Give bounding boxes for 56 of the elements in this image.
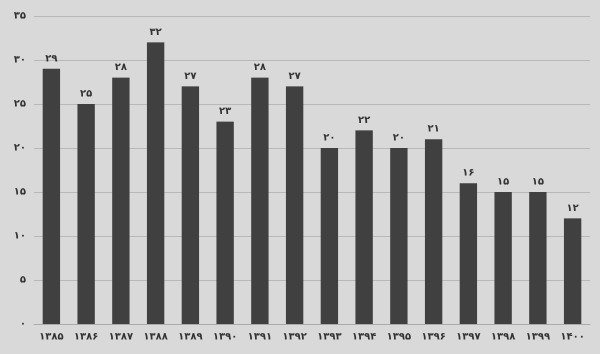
data-label: ۱۵	[532, 176, 544, 188]
bar	[460, 183, 478, 324]
x-tick-label: ۱۳۹۸	[490, 332, 516, 342]
data-label: ۲۸	[254, 62, 266, 74]
data-label: ۳۲	[150, 26, 162, 38]
x-tick-label: ۱۳۸۶	[74, 332, 98, 342]
data-label: ۲۷	[184, 70, 196, 82]
bar	[390, 148, 408, 324]
y-tick-label: ۲۰	[14, 142, 26, 154]
data-label: ۱۶	[462, 168, 474, 179]
x-tick-label: ۱۳۹۳	[317, 332, 342, 342]
data-label: ۲۵	[80, 88, 92, 100]
y-tick-label: ۲۵	[14, 98, 26, 110]
data-label: ۲۸	[114, 62, 127, 74]
bar	[112, 78, 130, 324]
bar	[286, 86, 304, 324]
bar	[494, 192, 512, 324]
data-label: ۲۰	[392, 132, 405, 144]
data-label: ۲۲	[358, 114, 370, 126]
y-tick-label: ۱۵	[14, 186, 26, 198]
x-tick-label: ۱۳۹۴	[352, 332, 376, 342]
y-tick-label: ۳۰	[14, 54, 26, 66]
bar	[146, 42, 164, 324]
bar	[42, 68, 60, 324]
x-tick-label: ۱۴۰۰	[560, 332, 585, 342]
data-label: ۱۵	[497, 176, 510, 188]
data-label: ۲۰	[323, 132, 336, 144]
x-tick-label: ۱۳۸۹	[178, 332, 203, 342]
bar	[355, 130, 373, 324]
x-tick-label: ۱۳۹۰	[212, 332, 238, 342]
data-label: ۲۷	[288, 70, 301, 82]
data-label: ۱۲	[566, 202, 579, 214]
bar	[564, 218, 582, 324]
data-label: ۲۹	[45, 53, 58, 64]
x-tick-label: ۱۳۹۱	[248, 332, 272, 342]
x-tick-label: ۱۳۸۷	[108, 332, 134, 342]
y-tick-label: ۵	[20, 274, 26, 286]
bar	[320, 148, 338, 324]
x-tick-label: ۱۳۹۷	[456, 332, 481, 342]
x-tick-label: ۱۳۸۸	[143, 332, 168, 342]
y-tick-label: ۳۵	[14, 10, 26, 22]
bar	[77, 104, 95, 324]
data-label: ۲۳	[219, 106, 232, 118]
data-label: ۲۱	[428, 124, 440, 135]
bar	[529, 192, 547, 324]
bar	[251, 78, 269, 324]
bar	[216, 122, 234, 324]
bar	[182, 86, 200, 324]
bar	[424, 139, 442, 324]
y-tick-label: ۰	[20, 318, 26, 330]
x-tick-label: ۱۳۹۶	[421, 332, 446, 342]
y-tick-label: ۱۰	[14, 230, 26, 242]
x-tick-label: ۱۳۹۹	[526, 332, 550, 342]
x-tick-label: ۱۳۹۵	[386, 332, 412, 342]
x-tick-label: ۱۳۹۲	[282, 332, 307, 342]
x-tick-label: ۱۳۸۵	[39, 332, 64, 342]
